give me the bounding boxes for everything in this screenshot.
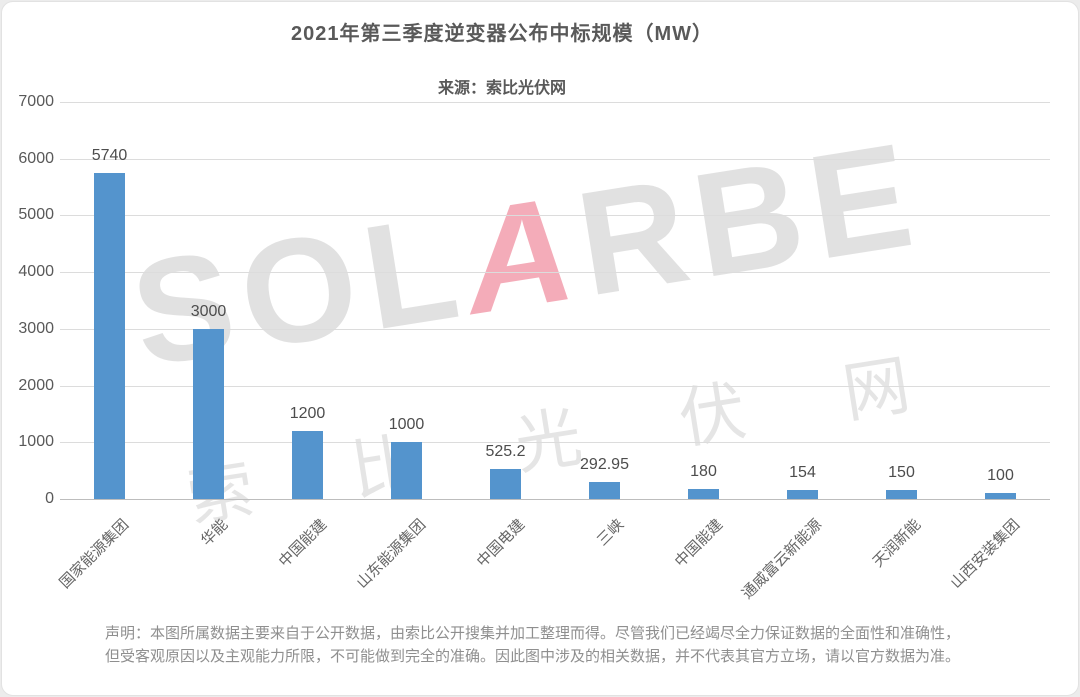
bar-value-label: 1000 [388,416,425,434]
gridline [60,102,1050,103]
chart-source: 来源：索比光伏网 [437,80,566,97]
bar [787,490,818,499]
y-axis-tick-label: 1000 [18,433,54,451]
bar [886,490,917,499]
bar-value-label: 1200 [289,404,326,422]
disclaimer-line-2: 但受客观原因以及主观能力所限，不可能做到完全的准确。因此图中涉及的相关数据，并不… [105,648,961,665]
bar-value-label: 5740 [91,147,128,165]
gridline [60,442,1050,444]
bar [985,493,1016,499]
bar-value-label: 3000 [190,302,227,320]
y-axis-tick-label: 7000 [18,93,54,110]
y-axis-tick-label: 5000 [18,206,54,224]
y-axis-tick-label: 2000 [18,376,54,394]
y-axis-tick-label: 4000 [18,263,54,281]
gridline [60,215,1050,217]
bar [688,488,719,499]
bar [94,173,125,499]
bar-value-label: 100 [987,467,1014,485]
bar [193,328,224,499]
disclaimer-line-1: 声明：本图所属数据主要来自于公开数据，由索比公开搜集并加工整理而得。尽管我们已经… [105,625,961,642]
bar-value-label: 154 [789,464,816,482]
gridline [60,272,1050,274]
bar [292,430,323,499]
bar-value-label: 180 [690,462,717,480]
y-axis-tick-label: 3000 [18,319,54,337]
bar [589,482,620,499]
x-axis-line [60,499,1050,500]
bar-value-label: 292.95 [580,456,629,474]
disclaimer: 声明：本图所属数据主要来自于公开数据，由索比公开搜集并加工整理而得。尽管我们已经… [105,622,1005,668]
y-axis-tick-label: 0 [45,490,54,507]
gridline [60,385,1050,387]
chart-title: 2021年第三季度逆变器公布中标规模（MW） [290,23,714,45]
gridline [60,158,1050,160]
gridline [60,328,1050,330]
bar [490,469,521,499]
bar [391,442,422,499]
bar-value-label: 525.2 [485,443,526,461]
bar-value-label: 150 [888,464,915,482]
y-axis-tick-label: 6000 [18,149,54,167]
